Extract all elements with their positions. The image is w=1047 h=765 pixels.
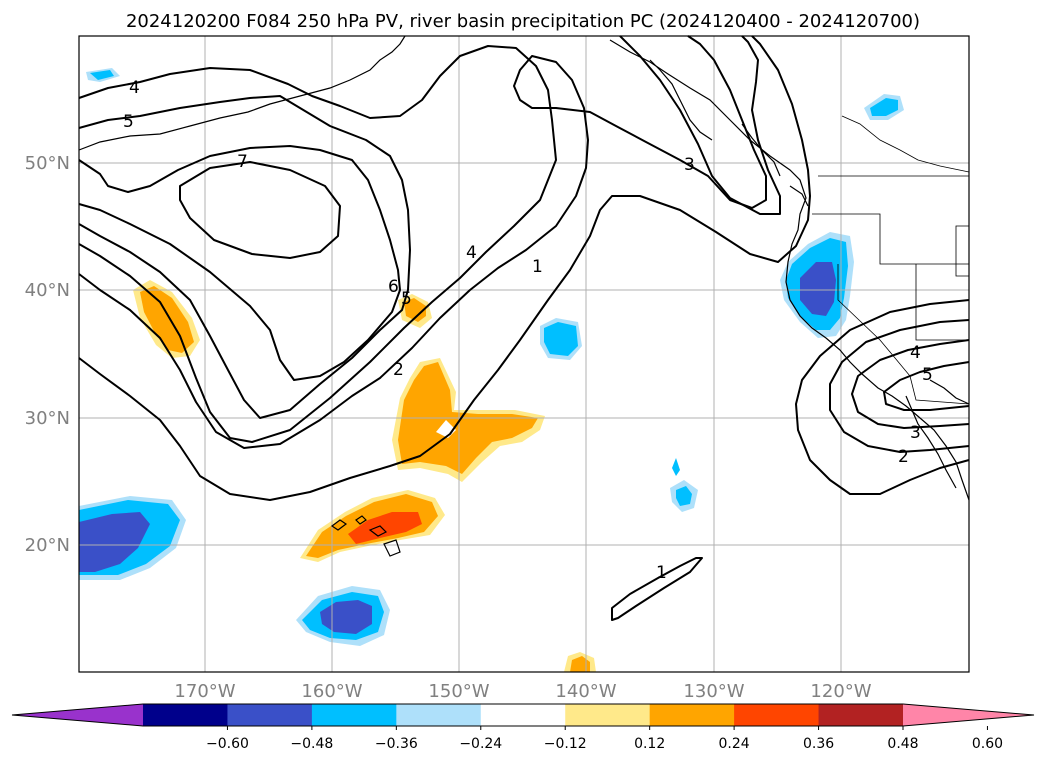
figure-title: 2024120200 F084 250 hPa PV, river basin …: [126, 11, 920, 32]
contour-label: 1: [656, 563, 667, 583]
contour-label: 6: [388, 277, 399, 297]
lon-label: 130°W: [683, 681, 744, 702]
hawaii-islands: [330, 515, 401, 557]
lat-label: 30°N: [25, 408, 70, 429]
colorbar-swatch: [396, 704, 482, 726]
lat-label: 40°N: [25, 280, 70, 301]
contour-label: 1: [532, 257, 543, 277]
contour-label: 5: [123, 112, 134, 132]
pv-contour-1: [78, 35, 811, 501]
colorbar-extend-max: [903, 704, 1034, 726]
alaska-panhandle-coast: [609, 39, 970, 501]
precip-patch-neg-tiny: [672, 458, 680, 476]
pv-contour-6: [78, 145, 401, 381]
colorbar-tick-label: −0.60: [206, 736, 249, 752]
precip-patch-neg-nw-core: [90, 70, 114, 80]
pv-contour-east-2: [795, 299, 970, 495]
lon-label: 170°W: [174, 681, 235, 702]
precip-patch-neg-sw-core: [79, 512, 150, 572]
lon-axis-labels: 170°W 160°W 150°W 140°W 130°W 120°W: [174, 681, 871, 702]
colorbar-swatch: [565, 704, 651, 726]
colorbar: −0.60 −0.48 −0.36 −0.24 −0.12 0.12 0.24 0.36 0.4…: [11, 703, 1035, 752]
mexico-coast: [929, 379, 970, 405]
colorbar-tick-label: 0.48: [887, 736, 918, 752]
pv-contour-2: [78, 35, 767, 449]
colorbar-swatch: [734, 704, 820, 726]
colorbar-tick-label: −0.24: [459, 736, 502, 752]
colorbar-extend-min: [12, 704, 143, 726]
pv-contour-east-4: [851, 339, 970, 429]
contour-label: 3: [910, 423, 921, 443]
colorbar-tick-label: 0.12: [634, 736, 665, 752]
precip-patch-neg-south-core: [320, 600, 372, 634]
map-background: [79, 36, 969, 672]
colorbar-tick-label: −0.36: [375, 736, 418, 752]
pv-contour-east-5: [883, 361, 970, 411]
map-frame: [78, 35, 970, 673]
lon-label: 120°W: [810, 681, 871, 702]
pv-contour-1-south: [611, 557, 703, 621]
contour-label: 2: [898, 447, 909, 467]
borders: [812, 115, 970, 405]
colorbar-tick-label: 0.36: [803, 736, 834, 752]
colorbar-tick-label: −0.12: [544, 736, 587, 752]
colorbar-swatch: [818, 704, 904, 726]
precip-patch-neg-california-core: [800, 262, 836, 316]
precip-patch-pos-bottom-core: [570, 656, 590, 672]
contour-label: 5: [922, 365, 933, 385]
contour-label: 5: [401, 289, 412, 309]
lon-label: 140°W: [555, 681, 616, 702]
precip-patch-pos-small-core: [404, 298, 426, 322]
pv-contour-east-3: [829, 319, 970, 453]
lat-label: 20°N: [25, 535, 70, 556]
pv-contour-7: [179, 161, 341, 259]
precip-patch-neg-mid-core: [544, 322, 578, 356]
contour-label: 4: [910, 343, 921, 363]
pv-contour-5: [78, 95, 411, 419]
colorbar-swatch: [480, 704, 566, 726]
lon-label: 160°W: [301, 681, 362, 702]
contour-labels: 4 5 7 6 5 4 2 1 3 1 4 5 3 2: [123, 78, 933, 583]
contour-label: 2: [393, 360, 404, 380]
contour-label: 3: [684, 155, 695, 175]
pv-contours: [78, 35, 970, 621]
colorbar-swatch: [227, 704, 313, 726]
colorbar-tick-label: −0.48: [290, 736, 333, 752]
contour-label: 7: [237, 152, 248, 172]
graticule: [79, 36, 969, 672]
lat-label: 50°N: [25, 153, 70, 174]
colorbar-outline: [11, 703, 1035, 727]
lat-axis-labels: 50°N 40°N 30°N 20°N: [25, 153, 70, 556]
map-content: 4 5 7 6 5 4 2 1 3 1 4 5 3 2: [78, 35, 970, 672]
precip-patch-neg-small-core: [676, 486, 692, 506]
colorbar-swatch: [143, 704, 228, 726]
contour-label: 4: [466, 243, 477, 263]
lon-label: 150°W: [428, 681, 489, 702]
precip-patch-neg-ne-core: [870, 98, 898, 116]
contour-label: 4: [129, 78, 140, 98]
colorbar-tick-label: 0.60: [972, 736, 1003, 752]
pv-contour-4: [78, 45, 557, 443]
colorbar-swatch: [649, 704, 735, 726]
pv-contour-3: [619, 35, 781, 215]
colorbar-tick-label: 0.24: [719, 736, 750, 752]
colorbar-swatch: [311, 704, 397, 726]
precip-patch-pos-hawaii-max: [348, 512, 422, 544]
